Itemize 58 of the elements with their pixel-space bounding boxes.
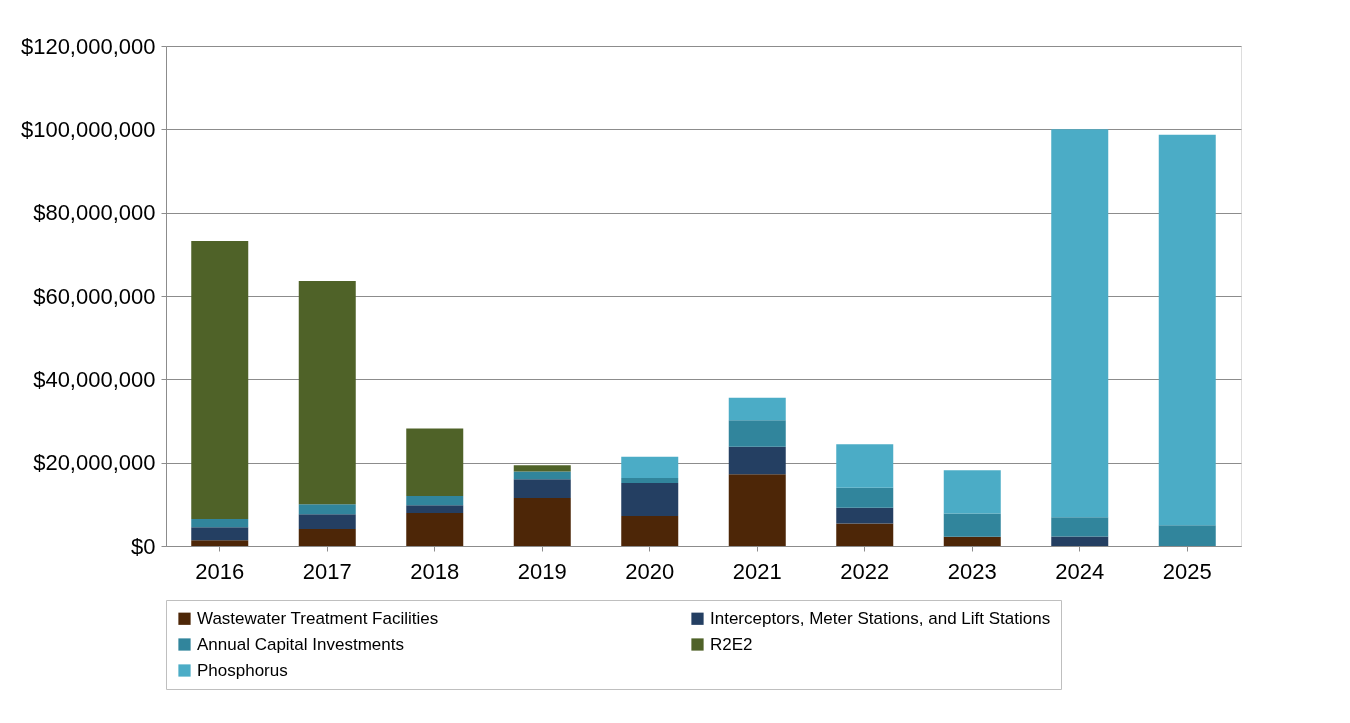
- bar: [1051, 536, 1109, 546]
- bar: [728, 446, 786, 475]
- bar: [728, 474, 786, 546]
- bar: [406, 496, 464, 506]
- x-tick-label: 2023: [947, 558, 997, 584]
- bar: [191, 527, 249, 541]
- bar: [513, 479, 571, 499]
- bar: [298, 528, 356, 546]
- bar: [943, 470, 1001, 514]
- bar: [406, 505, 464, 514]
- y-tick-label: $20,000,000: [33, 450, 156, 476]
- legend-label: R2E2: [710, 634, 753, 654]
- y-tick-label: $80,000,000: [33, 200, 156, 226]
- bar: [621, 516, 679, 546]
- bar: [298, 514, 356, 529]
- x-tick-label: 2024: [1055, 558, 1105, 584]
- bar: [621, 483, 679, 516]
- bar: [1158, 525, 1216, 546]
- legend-label: Annual Capital Investments: [197, 634, 404, 654]
- x-tick-label: 2021: [732, 558, 782, 584]
- bar: [836, 487, 894, 508]
- bar: [728, 420, 786, 447]
- bar: [191, 518, 249, 528]
- bar: [836, 444, 894, 488]
- legend-label: Wastewater Treatment Facilities: [197, 608, 439, 628]
- bar: [406, 428, 464, 496]
- bar: [191, 540, 249, 546]
- bar: [943, 513, 1001, 537]
- x-tick-label: 2016: [195, 558, 245, 584]
- bar: [728, 397, 786, 421]
- bar: [513, 498, 571, 546]
- y-tick-label: $100,000,000: [20, 116, 156, 142]
- bar: [1051, 517, 1109, 537]
- y-tick-label: $60,000,000: [33, 283, 156, 309]
- x-tick-label: 2022: [840, 558, 890, 584]
- bar: [1158, 134, 1216, 526]
- x-tick-label: 2020: [625, 558, 675, 584]
- x-tick-label: 2019: [517, 558, 567, 584]
- bar: [836, 523, 894, 546]
- bar: [621, 478, 679, 484]
- bar: [406, 513, 464, 546]
- bar: [1051, 129, 1109, 518]
- bar: [298, 504, 356, 515]
- bar: [298, 281, 356, 505]
- x-tick-label: 2017: [302, 558, 352, 584]
- legend-label: Phosphorus: [197, 660, 288, 680]
- bar: [621, 456, 679, 479]
- x-tick-label: 2025: [1162, 558, 1212, 584]
- bar: [513, 465, 571, 472]
- y-tick-label: $120,000,000: [20, 33, 156, 59]
- y-tick-label: $0: [131, 533, 156, 559]
- bar: [943, 536, 1001, 546]
- bar: [513, 471, 571, 480]
- bar: [836, 507, 894, 524]
- x-tick-label: 2018: [410, 558, 460, 584]
- bar: [191, 241, 249, 519]
- y-tick-label: $40,000,000: [33, 366, 156, 392]
- legend-label: Interceptors, Meter Stations, and Lift Stations: [710, 608, 1051, 628]
